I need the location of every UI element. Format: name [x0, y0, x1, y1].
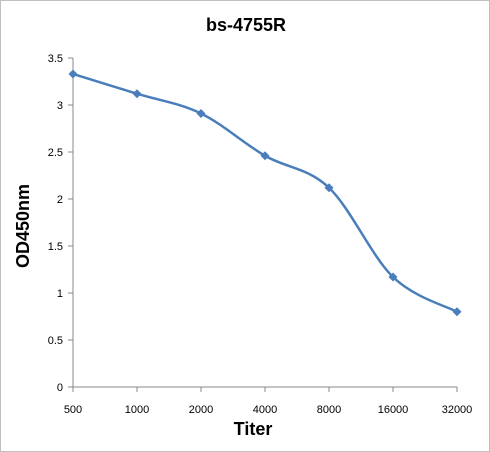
- x-tick-label: 4000: [253, 404, 277, 416]
- y-tick-label: 0: [57, 382, 63, 394]
- data-point: [68, 69, 78, 79]
- x-tick-label: 1000: [125, 404, 149, 416]
- x-tick-label: 32000: [442, 404, 473, 416]
- x-tick-label: 500: [64, 404, 82, 416]
- plot-area: 0 0.5 1 1.5 2 2.5 3 3.5 500 1000 2000 4000 8000 16000…: [48, 53, 473, 416]
- x-tick-label: 2000: [189, 404, 213, 416]
- y-tick-label: 1: [57, 288, 63, 300]
- y-tick-label: 2.5: [48, 147, 63, 159]
- series-line: [72, 72, 458, 313]
- data-point: [388, 272, 398, 282]
- y-axis-title: OD450nm: [13, 184, 33, 268]
- y-tick-label: 2: [57, 194, 63, 206]
- data-point: [324, 183, 334, 193]
- y-tick-label: 3.5: [48, 53, 63, 65]
- x-tick-label: 16000: [378, 404, 409, 416]
- data-point: [452, 307, 462, 317]
- y-tick-label: 1.5: [48, 241, 63, 253]
- x-tick-label: 8000: [317, 404, 341, 416]
- chart-title: bs-4755R: [206, 15, 286, 35]
- y-tick-label: 0.5: [48, 335, 63, 347]
- y-tick-label: 3: [57, 100, 63, 112]
- data-point: [196, 108, 206, 118]
- data-point: [260, 151, 270, 161]
- data-point: [132, 89, 142, 99]
- x-axis-title: Titer: [234, 419, 273, 439]
